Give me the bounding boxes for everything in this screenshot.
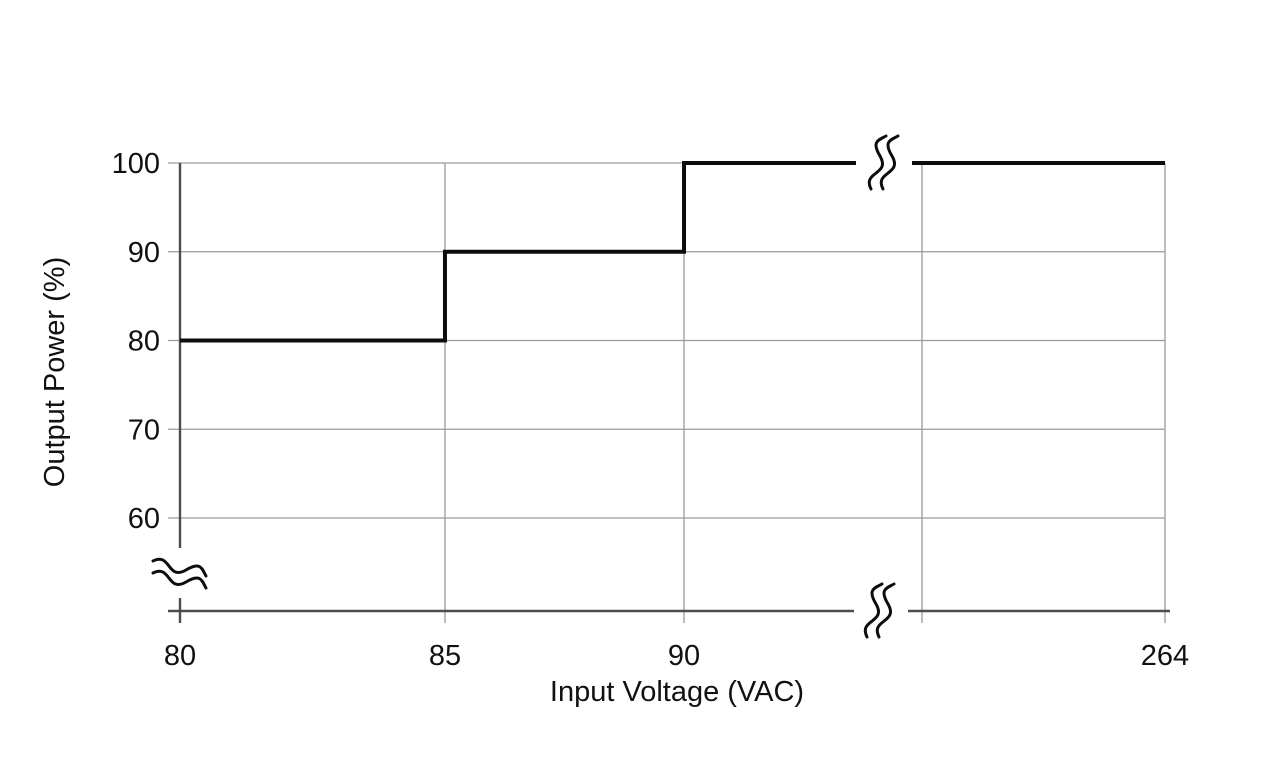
series-line-output_power_vs_input_voltage — [180, 161, 1165, 343]
x-axis-label: Input Voltage (VAC) — [550, 676, 804, 708]
axis-break-glyph-y-axis — [151, 557, 208, 590]
break-mask-x-axis — [854, 584, 908, 638]
y-tick-label-80: 80 — [128, 326, 160, 358]
break-squiggle — [875, 582, 896, 639]
x-tick-label-80: 80 — [164, 640, 196, 672]
break-squiggle — [879, 134, 900, 191]
x-tick-label-264: 264 — [1141, 640, 1189, 672]
break-squiggle — [867, 134, 888, 191]
y-axis-label: Output Power (%) — [39, 257, 71, 487]
y-tick-label-100: 100 — [112, 148, 160, 180]
axis-break-glyph-x-axis — [863, 582, 896, 639]
axis-break-glyph-series-line-at-100pct — [867, 134, 900, 191]
break-mask-series-line-at-100pct — [856, 136, 912, 190]
break-squiggle — [151, 569, 208, 590]
x-tick-label-85: 85 — [429, 640, 461, 672]
break-squiggle — [151, 557, 208, 578]
y-tick-label-90: 90 — [128, 237, 160, 269]
x-tick-label-90: 90 — [668, 640, 700, 672]
break-squiggle — [863, 582, 884, 639]
y-tick-label-60: 60 — [128, 503, 160, 535]
y-tick-label-70: 70 — [128, 414, 160, 446]
